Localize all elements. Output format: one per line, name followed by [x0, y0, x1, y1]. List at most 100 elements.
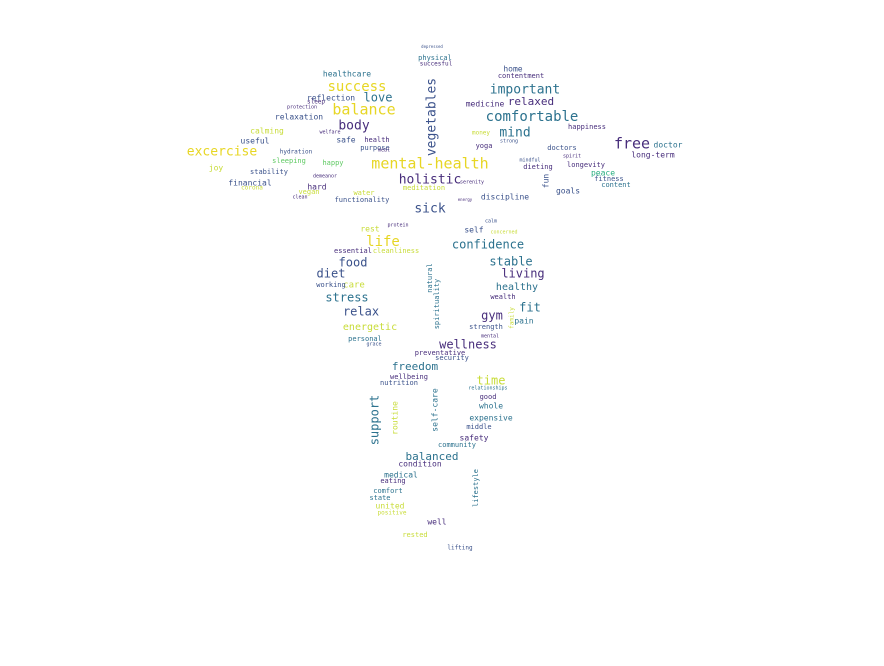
- word-sleeping: sleeping: [272, 157, 306, 165]
- word-reflection: reflection: [307, 94, 355, 103]
- word-happy: happy: [322, 159, 343, 167]
- word-middle: middle: [466, 423, 491, 431]
- word-purpose: purpose: [360, 144, 390, 152]
- word-money: money: [472, 130, 490, 137]
- word-stable: stable: [489, 255, 532, 269]
- word-functionality: functionality: [335, 196, 390, 204]
- word-excercise: excercise: [187, 145, 258, 160]
- word-preventative: preventative: [415, 349, 466, 357]
- word-welfare: welfare: [319, 130, 340, 136]
- word-stress: stress: [325, 291, 368, 305]
- word-long-term: long-term: [631, 151, 675, 160]
- word-strength: strength: [469, 323, 503, 331]
- word-mental: mental: [481, 334, 499, 340]
- word-nutrition: nutrition: [380, 379, 418, 387]
- word-natural: natural: [426, 263, 434, 293]
- word-gym: gym: [481, 309, 503, 323]
- word-life: life: [366, 234, 400, 250]
- word-serenity: serenity: [460, 180, 484, 186]
- word-wellbeing: wellbeing: [390, 373, 428, 381]
- word-food: food: [339, 256, 368, 270]
- word-essential: essential: [334, 247, 372, 255]
- word-concerned: concerned: [490, 230, 517, 236]
- word-wealth: wealth: [490, 293, 515, 301]
- word-routine: routine: [391, 401, 400, 435]
- word-living: living: [501, 267, 544, 281]
- word-happiness: happiness: [568, 123, 606, 131]
- word-mind: mind: [499, 126, 530, 141]
- word-love: love: [364, 91, 393, 105]
- word-calm: calm: [485, 219, 497, 225]
- word-mental-health: mental-health: [371, 155, 488, 173]
- word-water: water: [353, 189, 374, 197]
- word-meal: meal: [378, 148, 390, 154]
- word-doctors: doctors: [547, 144, 577, 152]
- word-state: state: [369, 494, 390, 502]
- word-positive: positive: [378, 510, 407, 517]
- word-rest: rest: [360, 225, 379, 234]
- word-whole: whole: [479, 402, 503, 411]
- word-condition: condition: [398, 460, 442, 469]
- word-well: well: [427, 518, 446, 527]
- word-care: care: [343, 281, 365, 291]
- word-security: security: [435, 354, 469, 362]
- word-fitness: fitness: [594, 175, 624, 183]
- word-lifestyle: lifestyle: [472, 469, 480, 507]
- word-peace: peace: [591, 169, 615, 178]
- word-working: working: [316, 281, 346, 289]
- word-succesful: succesful: [420, 61, 453, 68]
- word-joy: joy: [209, 164, 224, 173]
- word-pain: pain: [514, 317, 533, 326]
- word-contentment: contentment: [498, 72, 544, 80]
- word-eating: eating: [380, 477, 405, 485]
- word-holistic: holistic: [399, 173, 462, 188]
- word-stability: stability: [250, 168, 288, 176]
- word-balance: balance: [332, 101, 395, 119]
- word-comfortable: comfortable: [486, 109, 579, 125]
- word-demeanor: demeanor: [313, 174, 337, 180]
- word-strong: strong: [500, 139, 518, 145]
- word-community: community: [438, 441, 476, 449]
- word-important: important: [490, 83, 560, 98]
- word-healthcare: healthcare: [323, 70, 371, 79]
- word-lifting: lifting: [447, 545, 473, 552]
- word-comfort: comfort: [373, 487, 403, 495]
- word-protein: protein: [387, 223, 408, 229]
- word-balanced: balanced: [406, 450, 459, 463]
- word-mindful: mindful: [519, 158, 540, 164]
- word-calming: calming: [250, 127, 284, 136]
- word-dieting: dieting: [523, 163, 553, 171]
- word-financial: financial: [228, 179, 272, 188]
- word-energetic: energetic: [343, 322, 397, 333]
- word-safety: safety: [460, 434, 489, 443]
- word-good: good: [480, 393, 497, 401]
- word-relaxed: relaxed: [508, 95, 554, 108]
- word-corona: corona: [241, 185, 263, 192]
- word-discipline: discipline: [481, 193, 529, 202]
- word-confidence: confidence: [452, 238, 524, 252]
- word-fun: fun: [542, 174, 551, 189]
- word-relationships: relationships: [468, 386, 507, 392]
- word-vegan: vegan: [298, 188, 319, 196]
- word-diet: diet: [317, 267, 346, 281]
- word-protection: protection: [287, 105, 317, 111]
- word-spirituality: spirituality: [433, 279, 441, 330]
- word-united: united: [376, 502, 405, 511]
- word-meditation: meditation: [403, 184, 445, 192]
- word-grace: grace: [366, 342, 381, 348]
- word-sick: sick: [414, 202, 445, 217]
- word-time: time: [477, 374, 506, 388]
- word-physical: physical: [418, 54, 452, 62]
- word-wellness: wellness: [439, 338, 497, 352]
- word-rested: rested: [402, 531, 427, 539]
- word-fit: fit: [519, 301, 541, 315]
- word-healthy: healthy: [496, 282, 538, 293]
- word-clean: clean: [292, 195, 307, 201]
- word-relaxation: relaxation: [275, 113, 323, 122]
- word-self: self: [464, 226, 483, 235]
- word-yoga: yoga: [476, 142, 493, 150]
- word-useful: useful: [241, 137, 270, 146]
- word-body: body: [338, 119, 369, 134]
- word-expensive: expensive: [469, 414, 513, 423]
